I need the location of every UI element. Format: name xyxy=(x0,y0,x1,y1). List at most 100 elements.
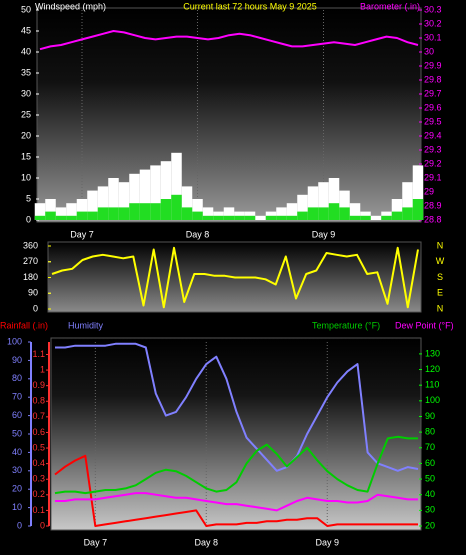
wind-bar xyxy=(412,165,424,220)
wind-bar xyxy=(255,215,266,220)
tick-label: 20 xyxy=(21,130,31,140)
wind-bar xyxy=(244,215,256,220)
tick-label: 100 xyxy=(7,336,22,346)
tick-label: 360 xyxy=(23,240,38,250)
tick-label: 40 xyxy=(21,46,31,56)
tick-label: 70 xyxy=(12,392,22,402)
tick-label: 45 xyxy=(21,25,31,35)
tick-label: 0.6 xyxy=(32,427,45,437)
wind-bar xyxy=(360,215,371,220)
wind-bar xyxy=(139,203,151,220)
wind-bar xyxy=(129,173,140,220)
tick-label: 0.7 xyxy=(32,411,45,421)
wind-bar xyxy=(160,161,172,220)
wind-bar xyxy=(45,199,56,220)
tick-label: 0.9 xyxy=(32,380,45,390)
legend-label: Windspeed (mph) xyxy=(35,1,106,11)
tick-label: 29.6 xyxy=(424,102,442,112)
series-line xyxy=(54,454,418,527)
tick-label: 35 xyxy=(21,67,31,77)
wind-bar xyxy=(307,186,319,220)
wind-bar xyxy=(150,203,161,220)
tick-label: 60 xyxy=(12,410,22,420)
x-tick-label: Day 9 xyxy=(312,229,336,239)
wind-bar xyxy=(202,207,214,220)
tick-label: 0.2 xyxy=(32,489,45,499)
tick-label: 15 xyxy=(21,151,31,161)
wind-bar xyxy=(108,178,119,220)
wind-bar xyxy=(55,215,67,220)
tick-label: 270 xyxy=(23,256,38,266)
series-line xyxy=(55,342,419,472)
tick-label: 29.1 xyxy=(424,172,442,182)
tick-label: 29.4 xyxy=(424,130,442,140)
wind-bar xyxy=(97,186,109,220)
tick-label: 60 xyxy=(425,458,435,468)
wind-bar xyxy=(45,211,56,220)
legend-label: Rainfall (.in) xyxy=(0,320,48,330)
wind-bar xyxy=(160,199,172,220)
tick-label: N xyxy=(437,240,444,250)
x-tick-label: Day 9 xyxy=(315,537,339,547)
wind-bar xyxy=(286,215,298,220)
wind-bar xyxy=(402,182,413,220)
wind-bar xyxy=(181,207,193,220)
wind-bar xyxy=(87,211,98,220)
wind-bar xyxy=(213,215,224,220)
tick-label: N xyxy=(437,303,444,313)
wind-bar xyxy=(118,182,130,220)
tick-label: 80 xyxy=(12,373,22,383)
wind-bar xyxy=(402,207,413,220)
tick-label: 0 xyxy=(17,520,22,530)
tick-label: 120 xyxy=(425,364,440,374)
tick-label: 30 xyxy=(12,465,22,475)
x-tick-label: Day 7 xyxy=(84,537,108,547)
wind-bar xyxy=(192,211,203,220)
wind-bar xyxy=(34,215,46,220)
wind-bar xyxy=(286,203,298,220)
tick-label: 30 xyxy=(424,46,434,56)
wind-bar xyxy=(328,203,340,220)
tick-label: 0 xyxy=(33,303,38,313)
wind-bar xyxy=(76,211,88,220)
legend-label: Temperature (°F) xyxy=(312,320,380,330)
tick-label: 29.9 xyxy=(424,60,442,70)
plot-background xyxy=(36,7,422,223)
tick-label: W xyxy=(436,256,445,266)
wind-bar xyxy=(66,215,77,220)
wind-bar xyxy=(223,215,235,220)
wind-bar xyxy=(349,215,361,220)
tick-label: 5 xyxy=(26,193,31,203)
wind-bar xyxy=(349,203,361,220)
wind-bar xyxy=(297,194,308,220)
tick-label: 30.3 xyxy=(424,4,442,14)
chart-title: Current last 72 hours May 9 2025 xyxy=(183,1,317,11)
wind-bar xyxy=(118,207,130,220)
tick-label: E xyxy=(437,288,443,298)
tick-label: 29.2 xyxy=(424,158,442,168)
wind-bar xyxy=(34,203,46,220)
wind-bar xyxy=(265,215,277,220)
tick-label: 28.8 xyxy=(424,214,442,224)
wind-bar xyxy=(381,215,392,220)
wind-bar xyxy=(318,207,329,220)
tick-label: 1 xyxy=(40,364,45,374)
tick-label: 30 xyxy=(21,88,31,98)
tick-label: 29 xyxy=(424,186,434,196)
plot-background xyxy=(50,337,422,531)
tick-label: 30 xyxy=(425,505,435,515)
series-line xyxy=(39,30,419,51)
wind-bar xyxy=(307,207,319,220)
wind-bar xyxy=(108,207,119,220)
wind-bar xyxy=(139,169,151,220)
tick-label: 28.9 xyxy=(424,200,442,210)
wind-bar xyxy=(412,199,424,220)
wind-bar xyxy=(339,207,350,220)
wind-bar xyxy=(55,207,67,220)
wind-bar xyxy=(171,194,182,220)
tick-label: 30.1 xyxy=(424,32,442,42)
legend-label: Humidity xyxy=(68,320,104,330)
series-line xyxy=(55,492,418,512)
